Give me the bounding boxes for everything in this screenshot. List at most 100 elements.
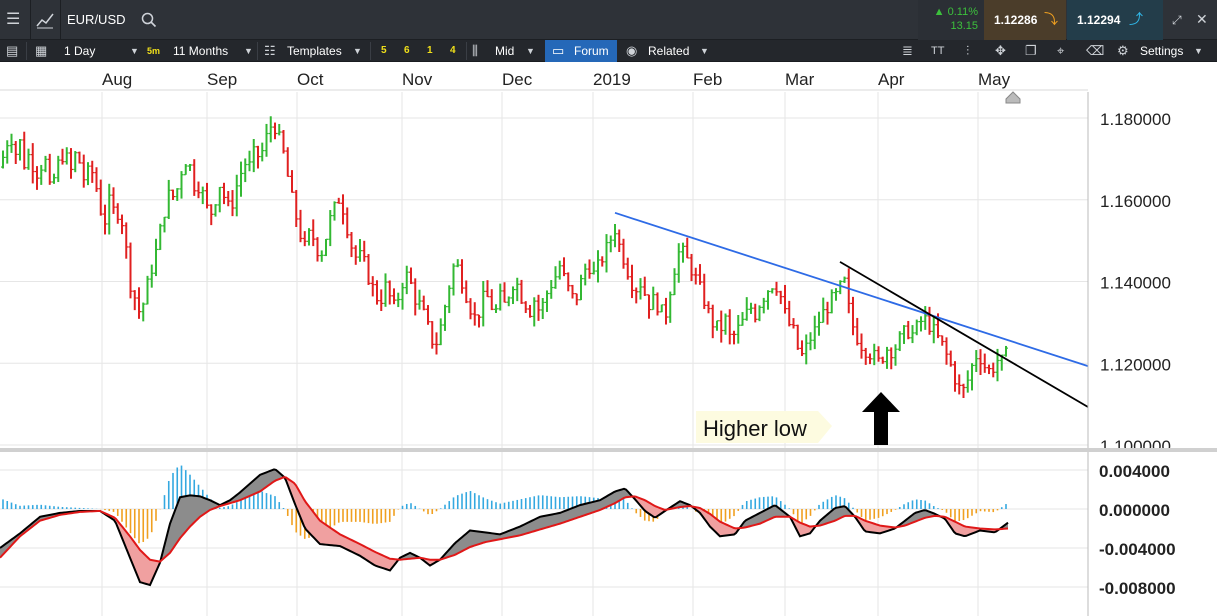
- chevron-down-icon[interactable]: ▼: [353, 46, 362, 56]
- symbol-label[interactable]: EUR/USD: [67, 12, 126, 27]
- macd-y-tick-label: -0.004000: [1099, 540, 1176, 559]
- macd-fill: [722, 522, 724, 537]
- macd-fill: [346, 537, 348, 550]
- macd-fill: [756, 513, 758, 525]
- chart-svg: Aug Sep Oct Nov Dec 2019 Feb Mar Apr May 1.180000 1…: [0, 70, 1217, 616]
- templates-button[interactable]: Templates: [287, 44, 342, 58]
- chevron-down-icon[interactable]: ▼: [526, 46, 535, 56]
- macd-fill: [592, 501, 594, 513]
- macd-fill: [186, 495, 188, 532]
- arrow-up-icon: ⤴: [1129, 11, 1143, 27]
- interval-select[interactable]: 1 Day: [64, 44, 96, 58]
- eye-icon[interactable]: ◉: [626, 43, 638, 58]
- macd-fill: [516, 527, 518, 537]
- quick-1[interactable]: 1: [427, 45, 433, 56]
- bars-icon[interactable]: ⫶: [966, 43, 970, 58]
- quick-6[interactable]: 6: [404, 45, 410, 56]
- close-icon[interactable]: ✕: [1196, 11, 1208, 27]
- macd-fill: [176, 502, 178, 545]
- macd-fill: [866, 521, 868, 532]
- search-icon[interactable]: [141, 12, 157, 28]
- macd-y-tick-label: 0.004000: [1099, 462, 1170, 481]
- macd-fill: [732, 527, 734, 535]
- chart-type-icon[interactable]: [36, 11, 54, 29]
- macd-fill: [314, 512, 316, 540]
- crosshair-icon[interactable]: ✥: [995, 43, 1006, 58]
- macd-fill: [264, 472, 266, 489]
- period-select[interactable]: 11 Months: [173, 44, 229, 58]
- chevron-down-icon[interactable]: ▼: [700, 46, 709, 56]
- macd-fill: [202, 497, 204, 516]
- menu-icon[interactable]: ☰: [6, 11, 21, 28]
- annotation-label: Higher low: [703, 416, 807, 441]
- macd-fill: [132, 539, 134, 568]
- related-button[interactable]: Related: [648, 44, 690, 58]
- layout-icon[interactable]: ▦: [35, 43, 48, 58]
- chart-area[interactable]: Aug Sep Oct Nov Dec 2019 Feb Mar Apr May 1.180000 1…: [0, 62, 1217, 616]
- macd-fill: [530, 520, 532, 533]
- macd-fill: [484, 532, 486, 543]
- macd-fill: [204, 497, 206, 515]
- resize-icon[interactable]: ⤢: [1172, 13, 1182, 27]
- macd-fill: [954, 521, 956, 534]
- macd-fill: [380, 554, 382, 568]
- 5m-quick[interactable]: 5m: [147, 46, 161, 56]
- macd-fill: [378, 553, 380, 568]
- macd-fill: [540, 516, 542, 530]
- macd-fill: [524, 523, 526, 535]
- ask-button[interactable]: 1.12294 ⤴: [1067, 0, 1163, 40]
- macd-fill: [966, 526, 968, 536]
- macd-fill: [332, 528, 334, 546]
- macd-fill: [506, 531, 508, 539]
- chevron-down-icon[interactable]: ▼: [130, 46, 139, 56]
- macd-fill: [924, 510, 926, 519]
- macd-fill: [350, 539, 352, 552]
- templates-icon[interactable]: ☷: [264, 43, 276, 58]
- forum-button[interactable]: ▭ Forum: [545, 40, 617, 62]
- chevron-down-icon[interactable]: ▼: [244, 46, 253, 56]
- quick-5[interactable]: 5: [381, 45, 387, 56]
- macd-fill: [590, 502, 592, 514]
- macd-fill: [358, 543, 360, 556]
- macd-fill: [342, 535, 344, 548]
- macd-fill: [542, 516, 544, 529]
- macd-fill: [386, 556, 388, 570]
- macd-fill: [544, 515, 546, 529]
- macd-fill: [844, 506, 846, 517]
- macd-fill: [212, 501, 214, 510]
- macd-fill: [606, 495, 608, 508]
- macd-fill: [266, 471, 268, 488]
- pointer-icon[interactable]: ⌖: [1057, 43, 1065, 58]
- tag-icon[interactable]: ⌫: [1086, 43, 1105, 58]
- macd-fill: [464, 533, 466, 551]
- y-tick-label: 1.120000: [1100, 355, 1171, 374]
- macd-fill: [296, 485, 298, 512]
- macd-fill: [456, 540, 458, 555]
- macd-fill: [612, 492, 614, 505]
- x-tick-label: Dec: [502, 70, 533, 89]
- macd-fill: [244, 487, 246, 499]
- chevron-down-icon[interactable]: ▼: [1194, 46, 1203, 56]
- macd-fill: [462, 535, 464, 552]
- quick-4[interactable]: 4: [450, 45, 456, 56]
- text-tool[interactable]: TT: [931, 45, 945, 57]
- macd-fill: [872, 522, 874, 533]
- copy-icon[interactable]: ❐: [1025, 43, 1037, 58]
- macd-fill: [254, 478, 256, 495]
- bars-icon[interactable]: ⫼: [472, 43, 478, 58]
- macd-fill: [720, 521, 722, 537]
- list-icon[interactable]: ▤: [6, 43, 19, 58]
- align-icon[interactable]: ≣: [902, 43, 913, 58]
- macd-fill: [352, 540, 354, 553]
- macd-fill: [312, 510, 314, 538]
- mid-select[interactable]: Mid: [495, 44, 515, 58]
- bid-button[interactable]: 1.12286 ⤵: [984, 0, 1066, 40]
- x-tick-label: Nov: [402, 70, 433, 89]
- macd-fill: [364, 546, 366, 560]
- gear-icon[interactable]: ⚙: [1117, 43, 1129, 58]
- settings-button[interactable]: Settings: [1140, 44, 1184, 58]
- panel-separator: [0, 448, 1217, 452]
- macd-fill: [318, 518, 320, 545]
- macd-line: [0, 468, 1009, 587]
